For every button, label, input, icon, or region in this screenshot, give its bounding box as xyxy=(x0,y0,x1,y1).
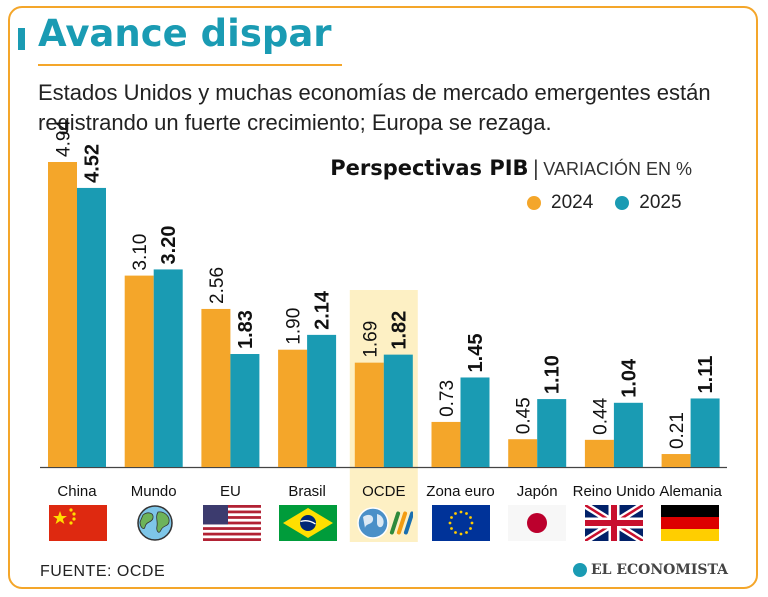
bar-brasil-2025 xyxy=(307,334,337,467)
germany-flag xyxy=(661,505,719,541)
category-label-alemania: Alemania xyxy=(659,483,722,500)
uk-flag xyxy=(585,505,643,541)
value-label-japon-2024: 0.45 xyxy=(514,397,535,434)
value-label-alemania-2024: 0.21 xyxy=(667,412,688,449)
page-title: Avance dispar xyxy=(38,12,332,55)
value-label-reino-unido-2024: 0.44 xyxy=(590,397,611,434)
legend-dot-2024 xyxy=(527,196,541,210)
value-label-eu-2025: 1.83 xyxy=(235,310,257,349)
source-note: FUENTE: OCDE xyxy=(40,563,166,580)
subtitle: Estados Unidos y muchas economías de mer… xyxy=(38,80,711,135)
value-label-mundo-2025: 3.20 xyxy=(158,225,180,264)
value-label-china-2025: 4.52 xyxy=(82,144,104,183)
brazil-flag xyxy=(279,505,337,541)
legend-label-2025: 2025 xyxy=(639,192,682,213)
bar-zona-euro-2025 xyxy=(460,377,490,467)
value-label-eu-2024: 2.56 xyxy=(207,267,228,304)
value-label-reino-unido-2025: 1.04 xyxy=(618,358,640,398)
eu-flag xyxy=(432,505,490,541)
category-label-reino-unido: Reino Unido xyxy=(573,483,656,500)
world-globe-icon xyxy=(137,505,173,541)
legend-dot-2025 xyxy=(615,196,630,210)
bar-mundo-2024 xyxy=(124,275,154,467)
category-label-ocde: OCDE xyxy=(362,483,405,500)
value-label-brasil-2024: 1.90 xyxy=(284,308,305,345)
bar-brasil-2024 xyxy=(278,349,308,467)
chart-unit-label: VARIACIÓN EN % xyxy=(543,159,692,179)
title-underline xyxy=(38,64,342,66)
bar-china-2024 xyxy=(48,162,77,467)
bar-ocde-2024 xyxy=(354,362,384,467)
value-label-japon-2025: 1.10 xyxy=(542,355,564,394)
legend-label-2024: 2024 xyxy=(551,192,594,213)
value-label-ocde-2024: 1.69 xyxy=(360,321,381,358)
category-label-zona-euro: Zona euro xyxy=(426,483,494,500)
value-label-alemania-2025: 1.11 xyxy=(695,356,717,394)
legend-entry-2024: 2024 xyxy=(527,192,593,214)
title-accent-bar xyxy=(18,28,25,50)
bar-alemania-2024 xyxy=(661,454,691,467)
bar-reino-unido-2025 xyxy=(613,402,643,467)
bar-ocde-2025 xyxy=(383,354,413,467)
value-label-zona-euro-2024: 0.73 xyxy=(437,380,458,417)
bar-eu-2025 xyxy=(230,354,260,467)
value-label-ocde-2025: 1.82 xyxy=(388,311,410,350)
usa-flag xyxy=(203,505,261,541)
china-flag xyxy=(49,505,107,541)
bar-japon-2025 xyxy=(537,399,567,467)
publisher-logo-icon xyxy=(572,563,587,577)
category-label-brasil: Brasil xyxy=(288,483,326,500)
category-label-china: China xyxy=(57,483,97,500)
bar-eu-2024 xyxy=(201,308,231,467)
value-label-china-2024: 4.94 xyxy=(54,120,75,157)
chart-legend: 2024 2025 xyxy=(527,192,682,214)
bar-china-2025 xyxy=(77,187,106,468)
bar-reino-unido-2024 xyxy=(584,439,614,467)
value-label-zona-euro-2025: 1.45 xyxy=(465,334,487,373)
publisher-logo-text: EL ECONOMISTA xyxy=(590,562,728,578)
bar-zona-euro-2024 xyxy=(431,421,461,467)
bar-mundo-2025 xyxy=(153,269,183,467)
chart-header: Perspectivas PIB | VARIACIÓN EN % xyxy=(330,156,692,180)
value-label-brasil-2025: 2.14 xyxy=(312,290,334,330)
category-label-eu: EU xyxy=(220,483,241,500)
legend-entry-2025: 2025 xyxy=(615,192,682,214)
category-label-japon: Japón xyxy=(517,483,558,500)
publisher-logo: EL ECONOMISTA xyxy=(572,562,728,578)
chart-title-separator: | xyxy=(532,156,540,180)
bar-japon-2024 xyxy=(508,439,538,467)
oecd-logo-icon xyxy=(357,507,413,539)
japan-flag xyxy=(508,505,566,541)
chart-title: Perspectivas PIB xyxy=(330,156,529,180)
category-label-mundo: Mundo xyxy=(131,483,177,500)
value-label-mundo-2024: 3.10 xyxy=(130,234,151,271)
bar-alemania-2025 xyxy=(690,398,720,467)
